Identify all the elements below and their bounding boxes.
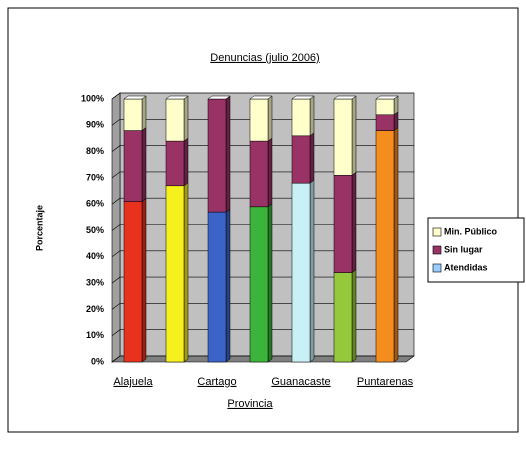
bar-side: [351, 171, 357, 274]
grid-line: [111, 276, 414, 284]
x-tick-label: Puntarenas: [357, 376, 414, 388]
bar-segment: [165, 185, 185, 363]
bar-top: [123, 95, 147, 100]
bar-side: [225, 95, 231, 213]
y-tick-label: 20%: [86, 304, 104, 314]
bar-side: [141, 127, 147, 203]
bar-segment: [123, 130, 143, 202]
bar-side: [309, 179, 315, 363]
bar-segment: [375, 114, 395, 131]
bar-segment: [123, 201, 143, 363]
chart-title: Denuncias (julio 2006): [210, 52, 319, 64]
bar-segment: [249, 140, 269, 208]
legend-swatch: [432, 245, 442, 255]
bar-side: [393, 127, 399, 363]
bar-segment: [249, 98, 269, 142]
y-axis-label: Porcentaje: [34, 205, 44, 251]
y-tick-label: 60%: [86, 199, 104, 209]
bar-side: [351, 95, 357, 176]
grid-line: [111, 92, 414, 100]
legend-label: Sin lugar: [444, 244, 483, 254]
bar-segment: [333, 98, 353, 176]
bar-top: [249, 95, 273, 100]
x-tick-label: Cartago: [197, 376, 236, 388]
legend-label: Min. Público: [444, 226, 498, 236]
bar-segment: [123, 98, 143, 131]
legend: [427, 217, 525, 283]
y-tick-label: 80%: [86, 146, 104, 156]
bar-segment: [249, 206, 269, 363]
y-tick-label: 100%: [81, 93, 104, 103]
bar-segment: [165, 140, 185, 187]
bar-side: [267, 137, 273, 208]
y-tick-label: 70%: [86, 172, 104, 182]
bar-side: [309, 95, 315, 137]
grid-line: [111, 224, 414, 231]
grid-line: [111, 303, 414, 310]
x-tick-label: Guanacaste: [271, 376, 330, 388]
y-tick-label: 50%: [86, 225, 104, 235]
bar-side: [225, 208, 231, 363]
bar-side: [267, 95, 273, 142]
bar-top: [207, 95, 231, 100]
bar-side: [183, 95, 189, 142]
y-tick-label: 0%: [91, 356, 104, 366]
bar-segment: [207, 211, 227, 363]
legend-label: Atendidas: [444, 262, 488, 272]
bar-side: [183, 137, 189, 187]
y-tick-label: 10%: [86, 330, 104, 340]
bar-side: [267, 203, 273, 363]
bar-segment: [333, 272, 353, 363]
bar-side: [351, 269, 357, 363]
bar-top: [333, 95, 357, 100]
bar-top: [165, 95, 189, 100]
grid-line: [111, 171, 414, 179]
grid-line: [111, 329, 414, 336]
bar-side: [141, 198, 147, 363]
x-axis-label: Provincia: [227, 398, 273, 410]
bar-top: [291, 95, 315, 100]
bar-top: [375, 95, 399, 100]
bar-segment: [207, 98, 227, 213]
y-tick-label: 40%: [86, 251, 104, 261]
grid-line: [111, 355, 414, 363]
bar-segment: [291, 182, 311, 363]
bar-segment: [291, 98, 311, 137]
bar-side: [309, 132, 315, 184]
bar-side: [183, 182, 189, 363]
grid-line: [111, 119, 414, 126]
y-tick-label: 90%: [86, 120, 104, 130]
x-tick-label: Alajuela: [113, 376, 153, 388]
bar-segment: [375, 130, 395, 363]
bar-segment: [375, 98, 395, 116]
y-tick-label: 30%: [86, 277, 104, 287]
legend-swatch: [432, 227, 442, 237]
grid-line: [111, 197, 414, 205]
bar-segment: [165, 98, 185, 142]
grid-line: [111, 145, 414, 152]
bar-segment: [333, 175, 353, 273]
legend-swatch: [432, 263, 442, 273]
bar-side: [141, 95, 147, 132]
grid-line: [111, 250, 414, 258]
bar-segment: [291, 135, 311, 184]
